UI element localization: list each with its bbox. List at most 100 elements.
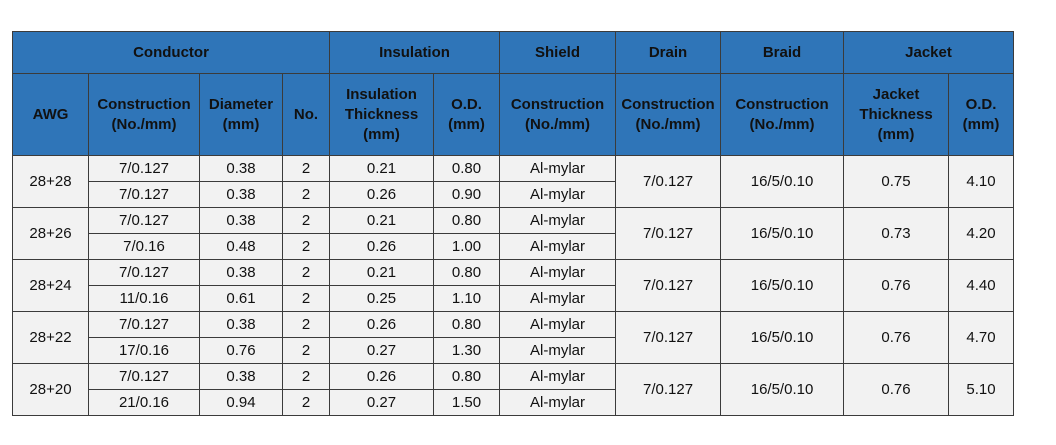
group-header: Shield bbox=[499, 31, 617, 74]
core-cell: 0.80 bbox=[433, 363, 501, 390]
core-cell: 0.38 bbox=[199, 207, 283, 234]
core-cell: Al-mylar bbox=[499, 363, 617, 390]
awg-cell: 28+28 bbox=[12, 155, 89, 208]
table-row: 28+24 7/0.127 0.38 2 0.21 0.80 Al-mylar 7/0.127… bbox=[12, 259, 1015, 312]
core-cell: Al-mylar bbox=[499, 285, 617, 312]
core-cell: 2 bbox=[281, 337, 331, 364]
core-cell: 0.61 bbox=[199, 285, 283, 312]
core-cell: 0.80 bbox=[433, 155, 501, 182]
od-cell: 4.10 bbox=[948, 155, 1015, 208]
core-cell: 7/0.127 bbox=[88, 207, 200, 234]
jacket-thickness-cell: 0.73 bbox=[843, 207, 950, 260]
core-cell: 1.50 bbox=[433, 389, 501, 416]
jacket-thickness-cell: 0.75 bbox=[843, 155, 950, 208]
spec-table: Conductor Insulation Shield Drain Braid Jacke… bbox=[11, 31, 1015, 416]
group-header: Insulation bbox=[329, 31, 501, 74]
drain-cell: 7/0.127 bbox=[615, 259, 722, 312]
od-cell: 4.20 bbox=[948, 207, 1015, 260]
table-row: Conductor Insulation Shield Drain Braid Jacke… bbox=[11, 31, 1015, 74]
core-cell: 0.25 bbox=[329, 285, 435, 312]
column-header: Diameter (mm) bbox=[199, 73, 283, 156]
core-cell: 7/0.127 bbox=[88, 181, 200, 208]
core-cell: 0.48 bbox=[199, 233, 283, 260]
core-cell: 0.21 bbox=[329, 155, 435, 182]
table-row: 11/0.16 0.61 2 0.25 1.10 Al-mylar bbox=[13, 285, 1014, 312]
core-cell: 21/0.16 bbox=[88, 389, 200, 416]
table-row: 21/0.16 0.94 2 0.27 1.50 Al-mylar bbox=[13, 389, 1014, 416]
core-cell: 0.27 bbox=[329, 337, 435, 364]
core-cell: 0.26 bbox=[329, 311, 435, 338]
braid-cell: 16/5/0.10 bbox=[720, 259, 845, 312]
group-header: Drain bbox=[615, 31, 722, 74]
core-cell: 0.80 bbox=[433, 311, 501, 338]
core-cell: 0.76 bbox=[199, 337, 283, 364]
core-cell: 2 bbox=[281, 311, 331, 338]
awg-cell: 28+20 bbox=[12, 363, 89, 416]
jacket-thickness-cell: 0.76 bbox=[843, 259, 950, 312]
column-header: Construction (No./mm) bbox=[615, 73, 722, 156]
braid-cell: 16/5/0.10 bbox=[720, 363, 845, 416]
core-cell: 7/0.127 bbox=[88, 259, 200, 286]
braid-cell: 16/5/0.10 bbox=[720, 311, 845, 364]
core-cell: 0.38 bbox=[199, 311, 283, 338]
core-cell: 7/0.127 bbox=[88, 363, 200, 390]
column-header: O.D. (mm) bbox=[433, 73, 501, 156]
core-cell: 0.94 bbox=[199, 389, 283, 416]
table-row: 28+22 7/0.127 0.38 2 0.26 0.80 Al-mylar 7/0.127… bbox=[12, 311, 1015, 364]
core-cell: 0.26 bbox=[329, 363, 435, 390]
jacket-thickness-cell: 0.76 bbox=[843, 311, 950, 364]
core-cell: Al-mylar bbox=[499, 155, 617, 182]
column-header: Insulation Thickness (mm) bbox=[329, 73, 435, 156]
core-cell: 0.21 bbox=[329, 207, 435, 234]
core-cell: Al-mylar bbox=[499, 311, 617, 338]
table-row: 7/0.127 0.38 2 0.26 0.90 Al-mylar bbox=[13, 181, 1014, 208]
column-header: Construction (No./mm) bbox=[88, 73, 200, 156]
od-cell: 4.40 bbox=[948, 259, 1015, 312]
core-cell: Al-mylar bbox=[499, 207, 617, 234]
core-cell: 11/0.16 bbox=[88, 285, 200, 312]
core-cell: Al-mylar bbox=[499, 181, 617, 208]
awg-cell: 28+22 bbox=[12, 311, 89, 364]
core-cell: 1.10 bbox=[433, 285, 501, 312]
core-cell: 2 bbox=[281, 389, 331, 416]
table-row: 28+20 7/0.127 0.38 2 0.26 0.80 Al-mylar 7/0.127… bbox=[12, 363, 1015, 416]
core-cell: 7/0.127 bbox=[88, 155, 200, 182]
core-cell: 17/0.16 bbox=[88, 337, 200, 364]
core-cell: Al-mylar bbox=[499, 337, 617, 364]
core-cell: 0.38 bbox=[199, 363, 283, 390]
table-row: AWG Construction (No./mm) Diameter (mm) No.… bbox=[12, 73, 1015, 156]
group-header: Braid bbox=[720, 31, 845, 74]
table-row: 28+28 7/0.127 0.38 2 0.21 0.80 Al-mylar 7/0.127… bbox=[12, 155, 1015, 208]
core-cell: 2 bbox=[281, 259, 331, 286]
core-cell: 0.27 bbox=[329, 389, 435, 416]
column-header: AWG bbox=[12, 73, 89, 156]
core-cell: 0.38 bbox=[199, 259, 283, 286]
group-header: Conductor bbox=[11, 31, 331, 74]
awg-cell: 28+26 bbox=[12, 207, 89, 260]
group-header: Jacket bbox=[843, 31, 1015, 74]
core-cell: 0.90 bbox=[433, 181, 501, 208]
core-cell: 2 bbox=[281, 155, 331, 182]
drain-cell: 7/0.127 bbox=[615, 363, 722, 416]
drain-cell: 7/0.127 bbox=[615, 155, 722, 208]
table-row: 28+26 7/0.127 0.38 2 0.21 0.80 Al-mylar 7/0.127… bbox=[12, 207, 1015, 260]
core-cell: 2 bbox=[281, 233, 331, 260]
core-cell: 1.30 bbox=[433, 337, 501, 364]
core-cell: 7/0.127 bbox=[88, 311, 200, 338]
core-cell: 0.26 bbox=[329, 181, 435, 208]
awg-cell: 28+24 bbox=[12, 259, 89, 312]
braid-cell: 16/5/0.10 bbox=[720, 155, 845, 208]
core-cell: Al-mylar bbox=[499, 233, 617, 260]
core-cell: 1.00 bbox=[433, 233, 501, 260]
core-cell: 7/0.16 bbox=[88, 233, 200, 260]
od-cell: 4.70 bbox=[948, 311, 1015, 364]
core-cell: 0.38 bbox=[199, 155, 283, 182]
column-header: Construction (No./mm) bbox=[499, 73, 617, 156]
jacket-thickness-cell: 0.76 bbox=[843, 363, 950, 416]
column-header: Jacket Thickness (mm) bbox=[843, 73, 950, 156]
column-header: O.D. (mm) bbox=[948, 73, 1015, 156]
core-cell: 2 bbox=[281, 363, 331, 390]
core-cell: Al-mylar bbox=[499, 389, 617, 416]
core-cell: 0.80 bbox=[433, 207, 501, 234]
